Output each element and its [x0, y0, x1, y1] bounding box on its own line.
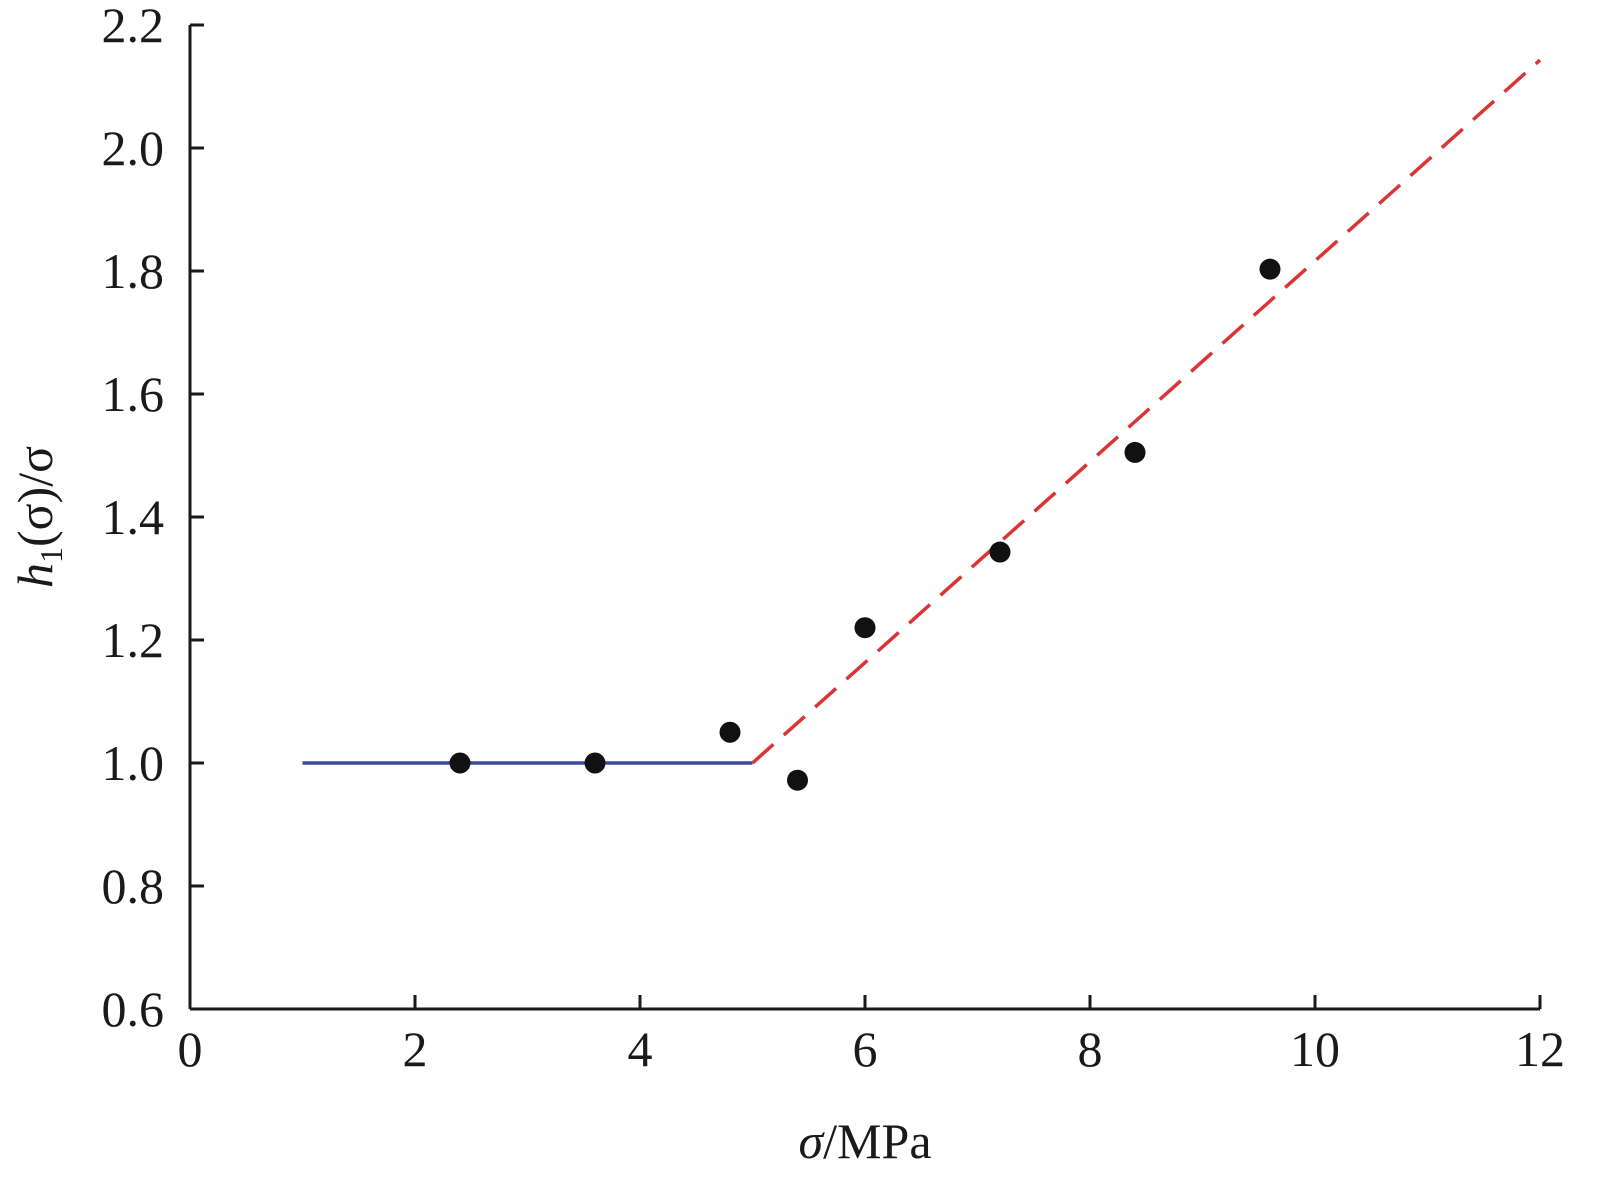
y-tick-label: 1.2	[102, 612, 165, 668]
data-point	[787, 769, 808, 791]
data-point	[854, 617, 876, 639]
y-tick-label: 1.4	[102, 489, 165, 545]
x-ticks: 0 2 4 6 8 10 12	[178, 995, 1565, 1077]
data-point	[584, 752, 606, 774]
x-tick-label: 0	[178, 1021, 203, 1077]
data-point	[1259, 258, 1281, 280]
y-axis-subscript: 1	[33, 547, 69, 563]
axes	[188, 25, 1540, 1011]
y-axis-var: h	[7, 563, 63, 588]
x-tick-label: 4	[628, 1021, 653, 1077]
y-axis-title: h1(σ)/σ	[7, 446, 69, 588]
data-point	[719, 721, 741, 743]
y-tick-label: 0.6	[102, 981, 165, 1037]
y-tick-label: 1.8	[102, 243, 165, 299]
y-tick-label: 1.0	[102, 735, 165, 791]
y-ticks: 0.6 0.8 1.0 1.2 1.4 1.6 1.8 2.0 2.2	[102, 0, 204, 1037]
y-tick-label: 2.0	[102, 120, 165, 176]
x-tick-label: 10	[1290, 1021, 1340, 1077]
plot-area	[302, 58, 1542, 791]
x-tick-label: 8	[1078, 1021, 1103, 1077]
y-tick-label: 0.8	[102, 858, 165, 914]
x-axis-title: σ/MPa	[798, 1113, 931, 1169]
y-tick-label: 1.6	[102, 366, 165, 422]
data-point	[449, 752, 471, 774]
x-axis-unit: /MPa	[823, 1113, 931, 1169]
data-point	[1124, 441, 1146, 463]
x-axis-symbol: σ	[798, 1113, 825, 1169]
x-tick-label: 12	[1515, 1021, 1565, 1077]
x-tick-label: 6	[853, 1021, 878, 1077]
data-point	[989, 541, 1011, 563]
x-tick-label: 2	[403, 1021, 428, 1077]
dashed-fit-line	[751, 58, 1542, 765]
y-tick-label: 2.2	[102, 0, 165, 53]
y-axis-rest: (σ)/σ	[7, 446, 63, 547]
